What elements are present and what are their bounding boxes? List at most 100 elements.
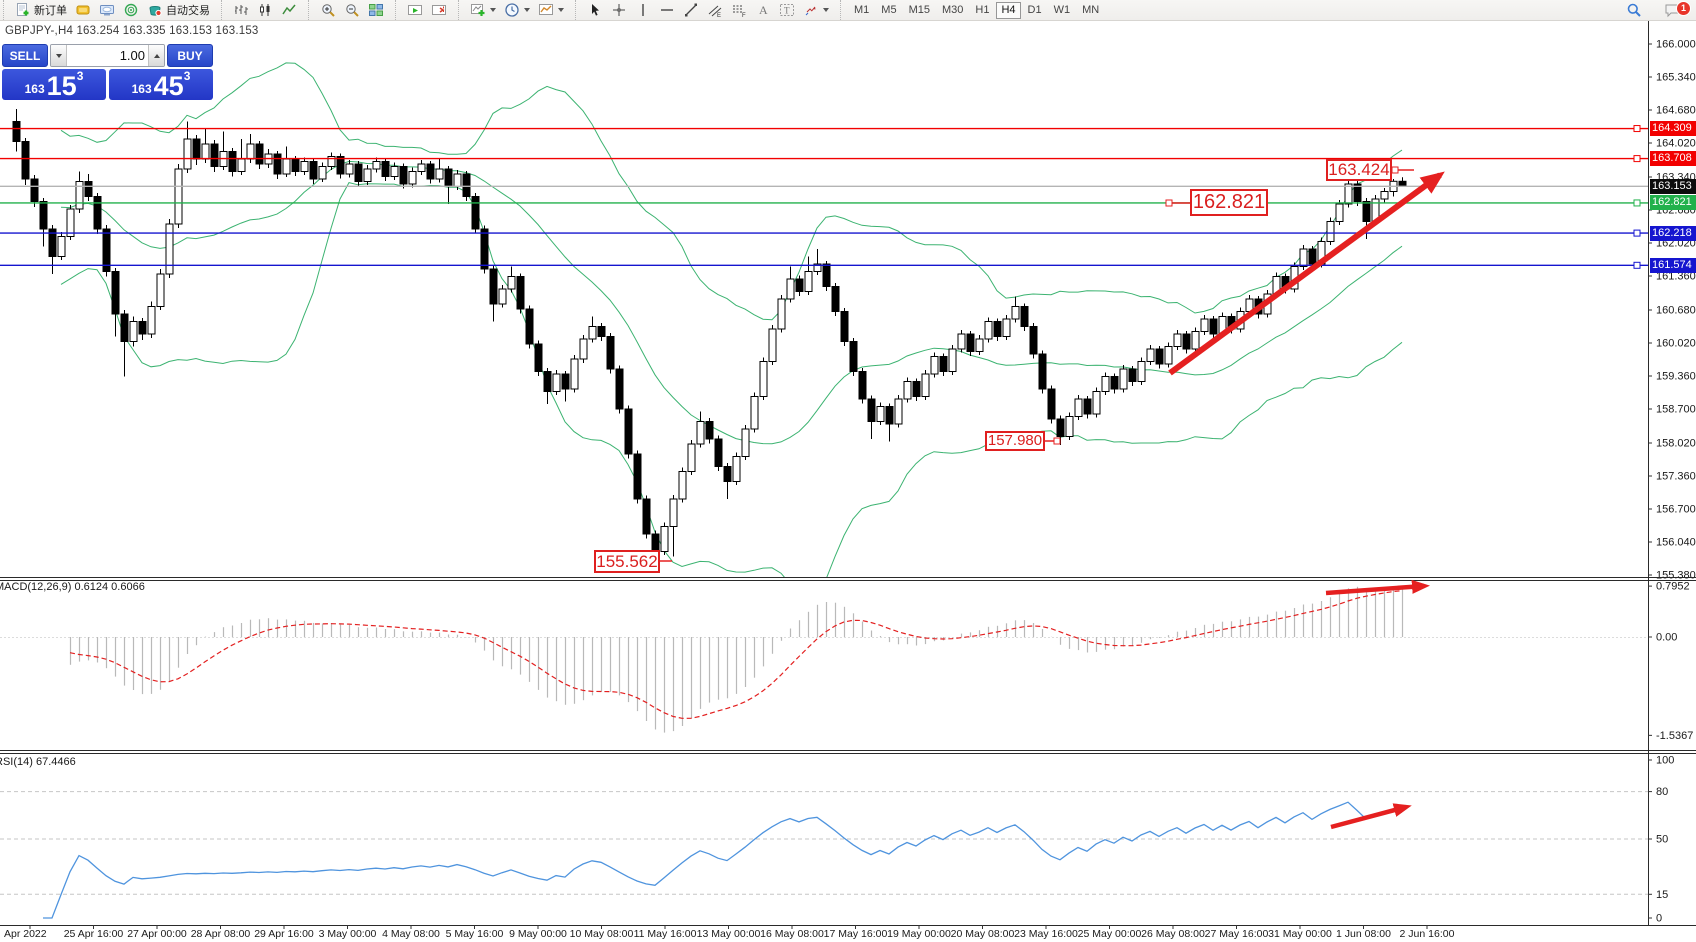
indicators-button[interactable] [466,1,500,19]
timeframe-MN[interactable]: MN [1077,2,1104,19]
vertical-line-button[interactable] [631,1,655,19]
line-anchor-marker[interactable] [1633,229,1641,237]
indicators-icon [470,2,486,18]
timeframe-M1[interactable]: M1 [849,2,874,19]
volume-decrease-button[interactable] [51,45,67,66]
sell-price-sup: 3 [76,69,84,83]
price-annotation[interactable]: 162.821 [1190,189,1268,216]
cursor-button[interactable] [583,1,607,19]
bollinger-lower-band [60,182,1403,577]
line-anchor-marker[interactable] [1633,155,1641,163]
arrow-objects-icon [803,2,819,18]
text-button[interactable]: A [751,1,775,19]
bollinger-middle-band [60,160,1403,445]
bar-chart-button[interactable] [229,1,253,19]
dropdown-caret-icon [490,8,496,12]
fibonacci-button[interactable]: F [727,1,751,19]
trendline-button[interactable] [679,1,703,19]
timeframe-M30[interactable]: M30 [937,2,968,19]
line-chart-button[interactable] [277,1,301,19]
price-tick-label: 166.000 [1656,39,1696,51]
time-axis-label: 20 May 08:00 [951,928,1015,940]
toolbar-left: 新订单 自动交易 E F A T [0,0,837,20]
volume-increase-button[interactable] [148,45,164,66]
dropdown-caret-icon [558,8,564,12]
timeframe-W1[interactable]: W1 [1049,2,1076,19]
autotrading-button[interactable]: 自动交易 [143,1,214,19]
text-label-button[interactable]: T [775,1,799,19]
line-anchor-marker[interactable] [1633,261,1641,269]
macd-pane[interactable] [0,586,1648,733]
chart-window-button[interactable] [71,1,95,19]
buy-price-main: 45 [153,71,184,101]
triangle-up-icon [153,53,160,58]
crosshair-button[interactable] [607,1,631,19]
vertical-line-icon [635,2,651,18]
buy-price-sup: 3 [183,69,191,83]
line-chart-icon [281,2,297,18]
trade-controls-row: SELL BUY [2,44,213,67]
strategy-tester-button[interactable] [119,1,143,19]
new-order-button[interactable]: 新订单 [11,1,71,19]
terminal-button[interactable] [95,1,119,19]
new-order-icon [15,2,31,18]
templates-button[interactable] [534,1,568,19]
annotation-anchor-marker[interactable] [1391,166,1399,174]
timeframe-M15[interactable]: M15 [904,2,935,19]
price-annotation[interactable]: 155.562 [594,550,660,573]
periods-button[interactable] [500,1,534,19]
trend-arrow[interactable] [1168,171,1445,376]
tile-windows-button[interactable] [364,1,388,19]
timeframe-D1[interactable]: D1 [1023,2,1047,19]
trend-arrow[interactable] [1330,803,1412,830]
rsi-pane[interactable] [0,791,1648,919]
line-anchor-marker[interactable] [1633,199,1641,207]
time-axis-label: 29 Apr 16:00 [254,928,314,940]
tile-windows-icon [368,2,384,18]
line-anchor-marker[interactable] [1633,125,1641,133]
auto-scroll-button[interactable] [403,1,427,19]
timeframe-M5[interactable]: M5 [876,2,901,19]
time-axis-label: 2 Jun 16:00 [1400,928,1455,940]
arrow-objects-button[interactable] [799,1,833,19]
annotation-anchor-marker[interactable] [1165,199,1173,207]
zoom-out-button[interactable] [340,1,364,19]
buy-price-display[interactable]: 163 45 3 [109,69,213,100]
notifications-button[interactable]: 1 [1660,1,1691,19]
time-axis-label: 1 Jun 08:00 [1336,928,1391,940]
search-button[interactable] [1622,1,1646,19]
rsi-line [43,801,1403,919]
sell-price-main: 15 [46,71,77,101]
sell-button[interactable]: SELL [2,44,48,67]
zoom-in-button[interactable] [316,1,340,19]
chart-annotations[interactable] [660,166,1445,830]
price-annotation[interactable]: 157.980 [985,431,1045,451]
main-pane[interactable] [12,62,1407,596]
zoom-in-icon [320,2,336,18]
price-tick-label: 160.020 [1656,338,1696,350]
volume-input[interactable] [67,45,148,66]
horizontal-line-icon [659,2,675,18]
candlestick-chart-button[interactable] [253,1,277,19]
macd-axis-label: 0.7952 [1656,581,1690,593]
price-tick-label: 156.700 [1656,504,1696,516]
trend-arrow[interactable] [1325,579,1430,596]
horizontal-line-button[interactable] [655,1,679,19]
dropdown-caret-icon [524,8,530,12]
time-axis-label: 23 May 16:00 [1014,928,1078,940]
buy-button[interactable]: BUY [167,44,213,67]
text-icon: A [755,2,771,18]
equidistant-channel-button[interactable]: E [703,1,727,19]
chart-shift-button[interactable] [427,1,451,19]
text-label-icon: T [779,2,795,18]
sell-price-display[interactable]: 163 15 3 [2,69,106,100]
price-tick-label: 157.360 [1656,471,1696,483]
timeframe-H1[interactable]: H1 [970,2,994,19]
time-axis-label: 11 May 16:00 [634,928,697,940]
candlestick-series [12,109,1407,566]
annotation-anchor-marker[interactable] [1053,437,1061,445]
chart-window-icon [75,2,91,18]
price-annotation[interactable]: 163.424 [1326,159,1392,181]
timeframe-H4[interactable]: H4 [996,1,1021,19]
